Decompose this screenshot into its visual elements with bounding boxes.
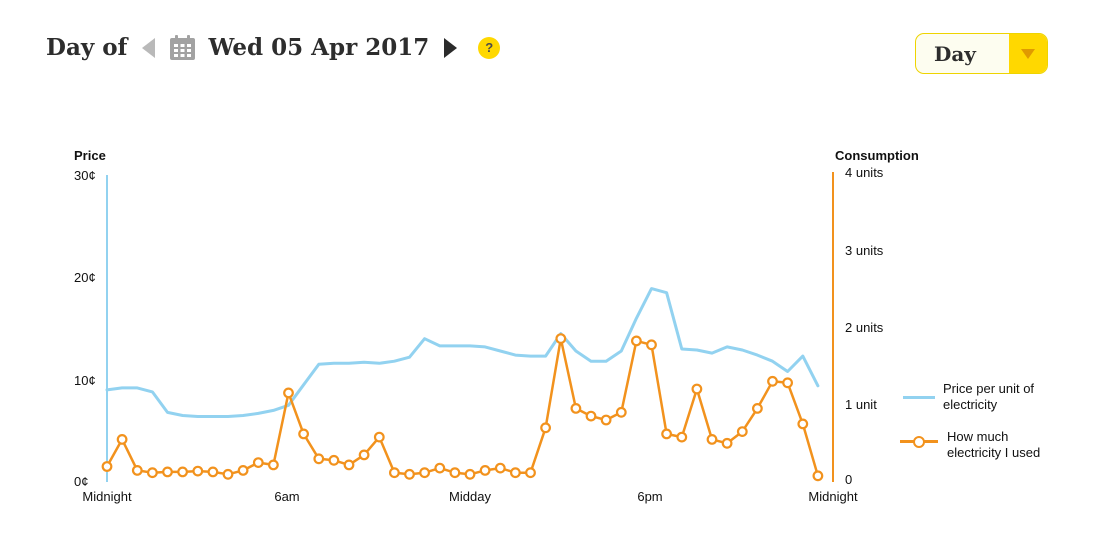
right-tick-2: 2 units (845, 320, 884, 335)
right-tick-3: 3 units (845, 243, 884, 258)
x-label-6pm: 6pm (637, 489, 663, 504)
chevron-right-icon (444, 37, 458, 58)
left-axis-title: Price (74, 148, 106, 163)
chevron-down-icon (1009, 34, 1047, 73)
header: Day of Wed 05 Apr 2017 ? (46, 34, 501, 61)
date-label: Wed 05 Apr 2017 (208, 34, 430, 61)
legend-price-swatch (903, 396, 935, 399)
left-tick-20: 20¢ (74, 270, 96, 285)
next-day-button[interactable] (442, 36, 459, 60)
right-axis-title: Consumption (835, 148, 919, 163)
x-label-midnight-end: Midnight (808, 489, 858, 504)
prev-day-button[interactable] (140, 36, 157, 60)
right-tick-0: 0 (845, 472, 853, 487)
page-title: Day of (46, 34, 128, 61)
right-tick-1: 1 unit (845, 397, 877, 412)
legend-price-label: Price per unit of electricity (943, 381, 1035, 412)
x-label-midday: Midday (449, 489, 491, 504)
legend-consumption-swatch (900, 435, 938, 448)
x-label-midnight-start: Midnight (82, 489, 132, 504)
left-tick-10: 10¢ (74, 373, 96, 388)
view-dropdown-value: Day (934, 41, 976, 66)
view-dropdown[interactable]: Day (915, 33, 1048, 74)
calendar-icon (170, 34, 196, 61)
x-label-6am: 6am (274, 489, 300, 504)
right-tick-4: 4 units (845, 165, 884, 180)
legend-marker-dot-icon (913, 435, 925, 448)
chevron-left-icon (142, 37, 156, 58)
left-tick-0: 0¢ (74, 474, 89, 489)
help-button[interactable]: ? (478, 36, 501, 59)
left-tick-30: 30¢ (74, 168, 96, 183)
legend-consumption-label: How much electricity I used (947, 429, 1041, 460)
